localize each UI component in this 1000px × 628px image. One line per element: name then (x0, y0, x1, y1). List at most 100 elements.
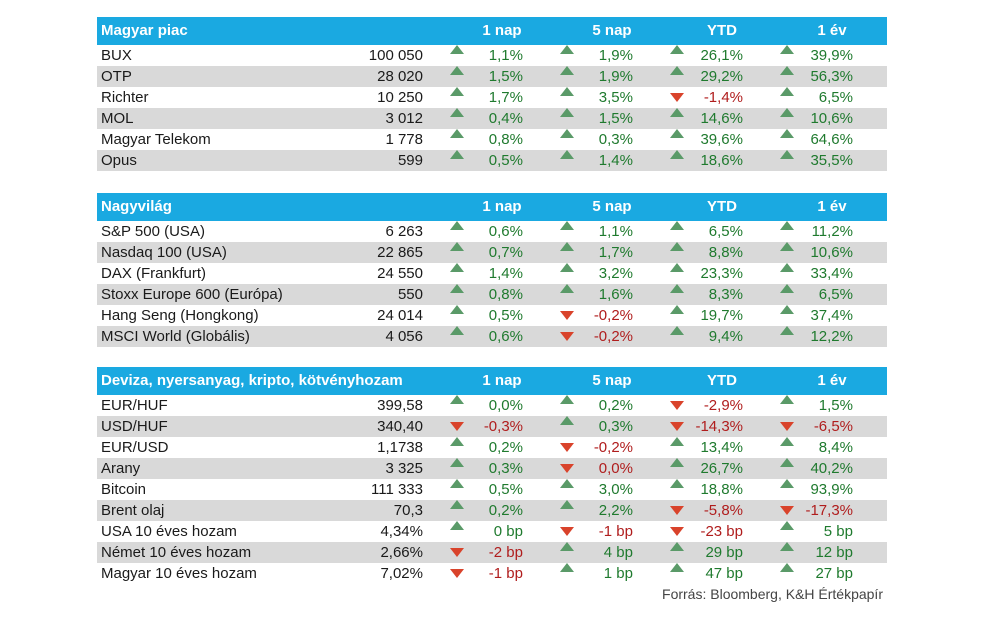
table-row: BUX 100 050 1,1% 1,9% 26,1% 39,9% (97, 45, 887, 66)
row-name: MOL (101, 110, 134, 127)
row-name: Stoxx Europe 600 (Európa) (101, 286, 283, 303)
change-value: -1 bp (488, 565, 523, 582)
triangle-up-icon (670, 263, 684, 272)
change-value: 1,9% (598, 68, 633, 85)
column-header: 1 év (817, 22, 847, 39)
row-name: Arany (101, 460, 141, 477)
triangle-down-icon (560, 464, 574, 473)
column-header: 1 nap (482, 198, 522, 215)
change-value: 33,4% (810, 265, 853, 282)
triangle-up-icon (780, 437, 794, 446)
triangle-up-icon (670, 284, 684, 293)
market-table: Deviza, nyersanyag, kripto, kötvényhozam… (97, 367, 887, 584)
row-name: EUR/HUF (101, 397, 168, 414)
table-title: Magyar piac (101, 22, 188, 39)
triangle-up-icon (670, 45, 684, 54)
change-value: -0,3% (483, 418, 523, 435)
change-value: 39,6% (700, 131, 743, 148)
triangle-up-icon (560, 284, 574, 293)
column-header: 1 év (817, 198, 847, 215)
change-value: -23 bp (700, 523, 743, 540)
column-header: YTD (707, 198, 737, 215)
triangle-up-icon (560, 87, 574, 96)
change-value: 47 bp (705, 565, 743, 582)
change-value: 1,1% (598, 223, 633, 240)
change-value: 37,4% (810, 307, 853, 324)
change-value: 1,1% (488, 47, 523, 64)
triangle-up-icon (450, 150, 464, 159)
change-value: 8,8% (708, 244, 743, 261)
triangle-down-icon (450, 569, 464, 578)
change-value: 27 bp (815, 565, 853, 582)
row-value: 599 (397, 152, 423, 169)
triangle-up-icon (670, 108, 684, 117)
triangle-down-icon (560, 332, 574, 341)
triangle-up-icon (450, 284, 464, 293)
table-row: Arany 3 325 0,3% 0,0% 26,7% 40,2% (97, 458, 887, 479)
column-header: 1 év (817, 372, 847, 389)
column-header: 1 nap (482, 22, 522, 39)
row-value: 4,34% (380, 523, 423, 540)
triangle-up-icon (780, 521, 794, 530)
change-value: 13,4% (700, 439, 743, 456)
row-value: 24 550 (377, 265, 423, 282)
row-value: 3 325 (385, 460, 423, 477)
table-row: Richter 10 250 1,7% 3,5% -1,4% 6,5% (97, 87, 887, 108)
change-value: 0,3% (598, 418, 633, 435)
change-value: 0,3% (488, 460, 523, 477)
triangle-up-icon (780, 563, 794, 572)
change-value: 26,1% (700, 47, 743, 64)
triangle-up-icon (450, 129, 464, 138)
row-name: OTP (101, 68, 132, 85)
triangle-up-icon (780, 108, 794, 117)
table-header: Magyar piac 1 nap 5 nap YTD 1 év (97, 17, 887, 45)
source-note: Forrás: Bloomberg, K&H Értékpapír (662, 586, 883, 602)
row-name: Magyar 10 éves hozam (101, 565, 257, 582)
row-name: S&P 500 (USA) (101, 223, 205, 240)
table-row: Stoxx Europe 600 (Európa) 550 0,8% 1,6% 8,3%… (97, 284, 887, 305)
row-name: EUR/USD (101, 439, 169, 456)
triangle-up-icon (780, 479, 794, 488)
column-header: 5 nap (592, 198, 632, 215)
triangle-down-icon (780, 422, 794, 431)
triangle-up-icon (560, 416, 574, 425)
change-value: 10,6% (810, 110, 853, 127)
change-value: 12,2% (810, 328, 853, 345)
table-title: Nagyvilág (101, 198, 172, 215)
triangle-up-icon (670, 326, 684, 335)
change-value: 4 bp (603, 544, 633, 561)
change-value: 6,5% (818, 286, 853, 303)
triangle-up-icon (450, 500, 464, 509)
change-value: 3,5% (598, 89, 633, 106)
triangle-up-icon (670, 479, 684, 488)
triangle-up-icon (780, 150, 794, 159)
market-table: Magyar piac 1 nap 5 nap YTD 1 év BUX 100 050 1,… (97, 17, 887, 171)
triangle-up-icon (670, 66, 684, 75)
change-value: -2,9% (703, 397, 743, 414)
triangle-down-icon (670, 401, 684, 410)
table-row: USA 10 éves hozam 4,34% 0 bp -1 bp -23 bp 5 b… (97, 521, 887, 542)
triangle-up-icon (560, 150, 574, 159)
change-value: 3,2% (598, 265, 633, 282)
change-value: 1,6% (598, 286, 633, 303)
change-value: 0,6% (488, 328, 523, 345)
change-value: 64,6% (810, 131, 853, 148)
change-value: 0,5% (488, 307, 523, 324)
triangle-up-icon (450, 521, 464, 530)
row-name: MSCI World (Globális) (101, 328, 250, 345)
row-value: 10 250 (377, 89, 423, 106)
change-value: 10,6% (810, 244, 853, 261)
change-value: 19,7% (700, 307, 743, 324)
change-value: 8,3% (708, 286, 743, 303)
change-value: 0,3% (598, 131, 633, 148)
change-value: 0,8% (488, 286, 523, 303)
triangle-up-icon (670, 458, 684, 467)
triangle-up-icon (670, 242, 684, 251)
change-value: 40,2% (810, 460, 853, 477)
change-value: 93,9% (810, 481, 853, 498)
change-value: 8,4% (818, 439, 853, 456)
triangle-down-icon (780, 506, 794, 515)
change-value: 1,5% (818, 397, 853, 414)
table-row: EUR/USD 1,1738 0,2% -0,2% 13,4% 8,4% (97, 437, 887, 458)
row-name: BUX (101, 47, 132, 64)
